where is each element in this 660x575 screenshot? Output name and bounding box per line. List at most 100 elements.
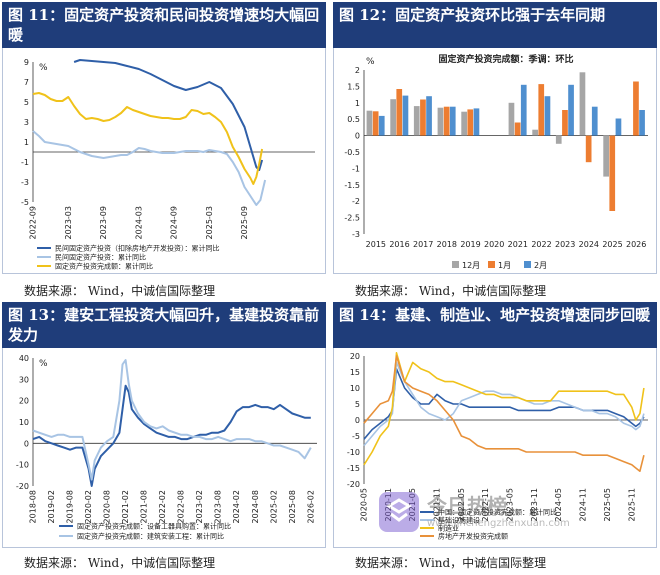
source-note: 数据来源： Wind，中诚信国际整理 [355,556,547,570]
panel-title: 图 14：基建、制造业、地产投资增速同步回暖 [333,302,657,348]
y-tick-label: 0 [355,416,360,425]
y-tick-label: 40 [19,354,29,363]
y-tick-label: 10 [19,418,29,427]
bar-2 [402,95,409,136]
x-tick-label: 2021-02 [121,490,130,523]
x-tick-label: 2024-05 [554,488,563,521]
series-line-2 [363,352,645,466]
x-tick-label: 2020 [484,240,504,249]
x-tick-label: 2022-09 [29,206,38,239]
y-tick-label: -2 [352,197,360,206]
bar-1 [467,109,474,136]
bar-1 [585,135,592,163]
bar-2 [473,108,480,136]
y-tick-label: -2.5 [344,214,360,223]
x-tick-label: 2026 [626,240,646,249]
watermark-text: 今日热榜 [427,494,507,518]
bar-2 [378,115,385,136]
x-tick-label: 2015 [366,240,386,249]
watermark-url: www.jinchengzhenxuan.com [427,518,570,529]
x-tick-label: 2026-02 [306,490,315,523]
y-tick-label: 0.5 [347,115,360,124]
y-tick-label: -10 [347,448,360,457]
legend-swatch [524,261,531,268]
x-tick-label: 2016 [389,240,409,249]
bar-0 [603,135,609,177]
y-tick-label: 1 [355,99,360,108]
x-tick-label: 2021-11 [433,488,442,521]
y-tick-label: 3 [24,118,29,127]
x-tick-label: 2022-05 [457,488,466,521]
y-tick-label: -3 [352,230,360,239]
bar-2 [449,106,456,136]
x-tick-label: 2025-05 [603,488,612,521]
legend-label: 制造业 [438,524,459,533]
panel-fig13: 图 13：建安工程投资大幅回升，基建投资靠前发力 -20 -10 0 10 20 30 40… [2,302,326,570]
legend-swatch [488,261,495,268]
x-tick-label: 2020-05 [360,488,369,521]
y-tick-label: -10 [16,461,29,470]
bar-1 [443,106,450,136]
legend-label: 固定资产投资完成额：建筑安装工程：累计同比 [77,532,224,541]
series-line-3 [363,355,645,472]
bar-0 [390,99,396,136]
panel-fig11: 图 11：固定资产投资和民间投资增速均大幅回暖 -5 -3 -1 1 3 5 7 9 2022-… [2,2,326,298]
x-tick-label: 2023-11 [530,488,539,521]
y-tick-label: 0 [355,132,360,141]
y-tick-label: 5 [355,400,360,409]
x-tick-label: 2019-08 [66,490,75,523]
x-tick-label: 2022-11 [481,488,490,521]
y-unit-label: % [366,57,375,67]
series-line-1 [32,130,267,206]
y-tick-label: -5 [21,198,29,207]
legend-swatch [452,261,459,268]
y-tick-label: -1 [352,164,360,173]
series-line-1 [32,359,312,481]
legend-label: 民间固定资产投资：累计同比 [55,253,146,262]
legend-label: 基础设施建设 [438,516,480,525]
bar-2 [544,96,551,136]
legend-label: 2月 [534,261,547,270]
bar-0 [555,135,562,144]
source-note: 数据来源： Wind，中诚信国际整理 [24,556,216,570]
y-tick-label: -15 [347,464,360,473]
x-tick-label: 2024-09 [170,206,179,239]
x-tick-label: 2025-02 [269,490,278,523]
bar-1 [562,110,568,136]
x-tick-label: 2018-08 [29,490,38,523]
x-tick-label: 2023-05 [506,488,515,521]
y-tick-label: 1.5 [347,82,360,91]
x-tick-label: 2022-02 [158,490,167,523]
bar-1 [396,89,403,136]
chart-fig12: 固定资产投资完成额：季调：环比% -3 -2.5 -2 -1.5 -1 -0.5 0 0.5 1 1… [344,53,648,270]
x-tick-label: 2024-02 [232,490,241,523]
x-tick-label: 2025-11 [627,488,636,521]
panel-title: 图 13：建安工程投资大幅回升，基建投资靠前发力 [2,302,326,348]
chart-title: 固定资产投资完成额：季调：环比 [438,53,573,65]
bar-2 [568,84,574,136]
bar-0 [437,107,444,136]
series-line-2 [32,92,264,185]
y-tick-label: -1.5 [344,181,360,190]
bar-1 [514,122,521,136]
y-tick-label: 2 [355,66,360,75]
series-line-0 [363,367,645,440]
x-tick-label: 2021 [508,240,528,249]
chart-fig14: -20-15-10-5051015202020-052020-112021-05… [347,352,648,541]
source-note: 数据来源： Wind，中诚信国际整理 [355,284,547,298]
y-tick-label: -1 [21,158,29,167]
panel-title: 图 12：固定资产投资环比强于去年同期 [333,2,657,48]
bar-0 [366,110,373,136]
bar-2 [615,118,622,136]
x-tick-label: 2024-03 [134,206,143,239]
y-tick-label: 1 [24,138,29,147]
bar-1 [609,135,616,211]
panel-title: 图 11：固定资产投资和民间投资增速均大幅回暖 [2,2,326,48]
bar-0 [461,111,467,136]
panel-fig12: 图 12：固定资产投资环比强于去年同期 固定资产投资完成额：季调：环比% -3 -2… [333,2,657,298]
y-tick-label: 30 [19,375,29,384]
series-line-0 [32,384,311,487]
legend-label: 民间固定资产投资（扣除房地产开发投资）：累计同比 [55,244,220,253]
chart-fig13: -20 -10 0 10 20 30 40 2018-08 2019-02 2019-08 2020… [16,354,317,541]
y-tick-label: -20 [347,480,360,489]
